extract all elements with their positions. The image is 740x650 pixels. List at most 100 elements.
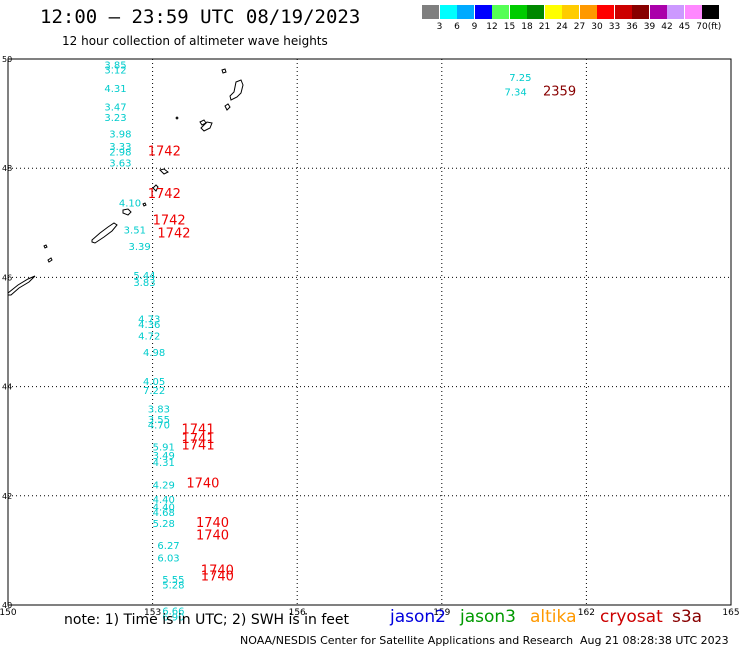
color-scale-label: 6	[454, 22, 460, 32]
wave-height-label: 3.23	[104, 113, 126, 124]
wave-height-label: 4.72	[138, 332, 160, 343]
island-coastline	[229, 79, 244, 101]
observation-time-label: 1740	[186, 477, 219, 492]
observation-time-label: 1741	[182, 438, 215, 453]
lat-tick-label: 42	[2, 492, 12, 501]
island-coastline	[224, 103, 231, 111]
lon-tick-label: 153	[144, 608, 161, 618]
wave-height-label: 5.44	[133, 271, 155, 282]
color-scale-swatch	[684, 5, 702, 19]
color-scale-swatch	[702, 5, 719, 19]
lat-tick-label: 46	[2, 273, 12, 282]
generated-timestamp: Aug 21 08:28:38 UTC 2023	[580, 634, 729, 647]
legend-entry-altika: altika	[530, 607, 577, 627]
wave-height-label: 5.28	[153, 519, 175, 530]
wave-height-label: 6.27	[157, 541, 179, 552]
lon-tick-label: 150	[0, 608, 17, 618]
credit-text: NOAA/NESDIS Center for Satellite Applica…	[240, 634, 574, 647]
wave-height-label: 4.05	[143, 377, 165, 388]
island-coastline	[91, 222, 118, 244]
color-scale-swatch	[597, 5, 614, 19]
lat-tick-label: 44	[2, 383, 12, 392]
wave-height-label: 7.34	[504, 88, 526, 99]
color-scale-label: 45	[678, 22, 691, 32]
legend-entry-s3a: s3a	[672, 607, 703, 627]
lat-tick-label: 40	[2, 601, 12, 610]
island-coastline	[47, 257, 53, 263]
wave-height-label: 4.73	[138, 315, 160, 326]
color-scale-label: 33	[608, 22, 621, 32]
lat-tick-label: 48	[2, 164, 12, 173]
wave-height-label: 7.22	[143, 386, 165, 397]
wave-height-label: 4.40	[153, 503, 175, 514]
color-scale-unit: (ft)	[707, 22, 722, 32]
wave-height-label: 6.90	[162, 612, 184, 623]
color-scale-swatch	[422, 5, 439, 19]
wave-height-label: 4.40	[153, 495, 175, 506]
color-scale-label: 15	[503, 22, 516, 32]
wave-height-label: 3.55	[148, 415, 170, 426]
map-frame	[7, 58, 732, 606]
color-scale-swatch	[457, 5, 474, 19]
wave-height-label: 3.51	[124, 226, 146, 237]
wave-height-label: 4.70	[148, 421, 170, 432]
observation-time-label: 1740	[196, 516, 229, 531]
lon-tick-label: 165	[722, 608, 739, 618]
wave-height-label: 3.85	[104, 60, 126, 71]
wave-height-label: 4.68	[153, 508, 175, 519]
island-coastline	[159, 168, 169, 175]
observation-time-label: 1742	[148, 145, 181, 160]
color-scale-swatch	[544, 5, 562, 19]
wave-height-label: 3.98	[109, 130, 131, 141]
color-scale-swatch	[474, 5, 492, 19]
color-scale-label: 42	[661, 22, 673, 32]
wave-height-label: 3.33	[109, 142, 131, 153]
wave-height-label: 3.49	[153, 451, 175, 462]
color-scale-label: 70	[696, 22, 708, 32]
color-scale-swatch	[632, 5, 649, 19]
wave-height-label: 3.47	[104, 102, 126, 113]
wave-height-label: 4.29	[153, 481, 175, 492]
wave-height-label: 6.03	[157, 553, 179, 564]
color-scale-label: 21	[538, 22, 551, 32]
wave-height-label: 5.55	[162, 575, 184, 586]
color-scale-label: 27	[573, 22, 586, 32]
wave-height-label: 5.28	[162, 581, 184, 592]
observation-time-label: 2359	[543, 85, 576, 100]
color-scale-label: 18	[521, 22, 533, 32]
island-coastline	[152, 184, 159, 192]
observation-time-label: 1740	[196, 528, 229, 543]
wave-height-label: 4.31	[104, 84, 126, 95]
island-coastline	[200, 121, 213, 132]
observation-time-label: 1741	[182, 423, 215, 438]
island-coastline	[122, 208, 132, 216]
wave-height-label: 6.66	[162, 606, 184, 617]
observation-time-label: 1741	[182, 432, 215, 447]
color-scale-label: 30	[591, 22, 603, 32]
legend-entry-jason3: jason3	[460, 607, 516, 627]
island-coastline	[175, 116, 179, 120]
wave-height-label: 4.10	[119, 198, 141, 209]
lon-tick-label: 159	[433, 608, 450, 618]
wave-height-label: 3.39	[129, 242, 151, 253]
color-scale-swatch	[527, 5, 544, 19]
color-scale-swatch	[667, 5, 684, 19]
color-scale-swatch	[439, 5, 457, 19]
color-scale-swatch	[509, 5, 527, 19]
color-scale-label: 12	[486, 22, 498, 32]
island-coastline	[142, 202, 147, 207]
observation-time-label: 1740	[201, 569, 234, 584]
wave-height-label: 2.98	[109, 148, 131, 159]
island-coastline	[221, 68, 227, 74]
observation-time-label: 1742	[157, 227, 190, 242]
island-coastline	[7, 275, 36, 296]
island-coastline	[43, 244, 48, 249]
map-title: 12:00 – 23:59 UTC 08/19/2023	[40, 6, 361, 28]
lon-tick-label: 162	[578, 608, 595, 618]
lon-tick-label: 156	[289, 608, 306, 618]
color-scale-swatch	[649, 5, 667, 19]
observation-time-label: 1740	[201, 563, 234, 578]
color-scale-label: 3	[436, 22, 443, 32]
wave-height-label: 3.83	[133, 278, 155, 289]
